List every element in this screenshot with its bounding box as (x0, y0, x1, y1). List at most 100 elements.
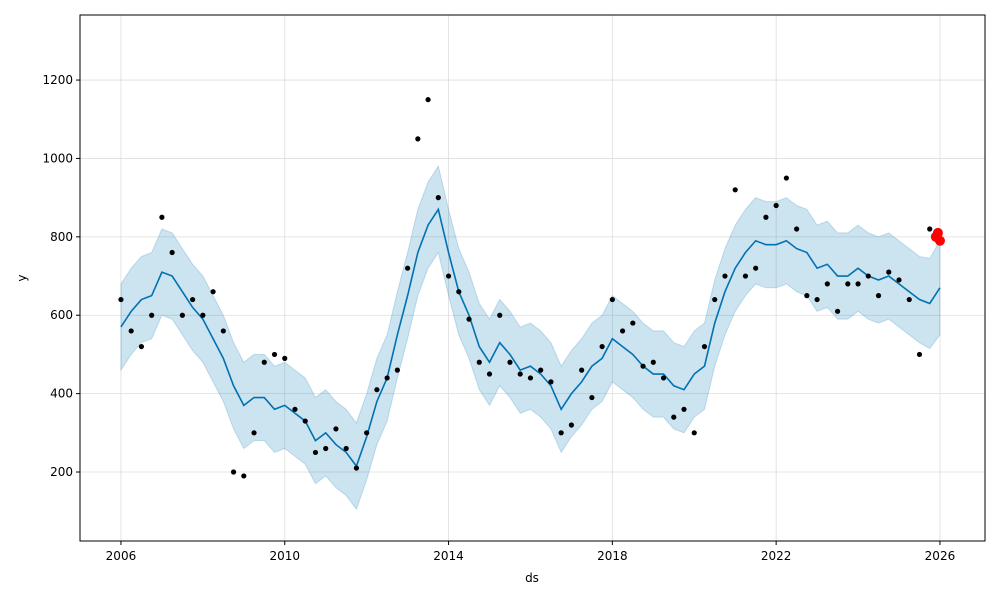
data-point (425, 97, 431, 103)
data-point (435, 195, 441, 201)
x-axis-label: ds (525, 571, 539, 585)
data-point (753, 265, 759, 271)
data-point (548, 379, 554, 385)
data-point (660, 375, 667, 381)
data-point (932, 227, 943, 238)
data-point (630, 320, 636, 326)
data-point (609, 296, 615, 303)
data-point (292, 406, 298, 412)
data-point (701, 343, 708, 350)
data-point (712, 296, 718, 303)
data-point (128, 328, 134, 334)
y-axis-label: y (15, 274, 29, 281)
y-tick-label: 1200 (42, 73, 73, 87)
data-point (374, 387, 380, 393)
data-point (179, 312, 185, 318)
data-point (220, 328, 226, 334)
data-point (230, 469, 237, 475)
data-point (875, 293, 882, 299)
data-point (507, 359, 513, 365)
data-point (343, 445, 349, 452)
data-point (169, 249, 175, 256)
data-point (886, 269, 892, 275)
data-point (517, 371, 523, 377)
data-point (671, 414, 677, 420)
data-point (323, 445, 329, 452)
data-point (599, 343, 605, 350)
forecast-line (120, 207, 941, 468)
data-point (149, 312, 155, 318)
data-point (927, 226, 933, 232)
data-point (118, 296, 124, 303)
data-point (364, 430, 370, 436)
data-point (865, 273, 871, 279)
data-point (568, 422, 575, 428)
y-tick-label: 600 (50, 308, 73, 322)
data-point (190, 296, 196, 303)
x-tick-label: 2014 (433, 549, 464, 563)
data-point (405, 265, 411, 271)
data-point (589, 394, 595, 401)
data-point (763, 214, 769, 220)
data-point (302, 418, 308, 424)
data-point (814, 296, 820, 303)
x-tick-label: 2010 (269, 549, 300, 563)
data-point (906, 296, 912, 303)
data-point (691, 430, 697, 436)
plot-frame (79, 14, 986, 542)
y-tick-label: 1000 (42, 151, 73, 165)
data-point (445, 273, 452, 279)
data-point (834, 308, 841, 314)
y-tick-label: 400 (50, 387, 73, 401)
data-point (783, 175, 789, 181)
x-tick-label: 2006 (106, 549, 137, 563)
data-point (916, 351, 923, 358)
data-point (394, 367, 400, 373)
data-point (282, 355, 288, 361)
data-point (210, 289, 216, 295)
x-tick-label: 2018 (597, 549, 628, 563)
y-tick-label: 800 (50, 230, 73, 244)
data-point (650, 359, 656, 365)
data-point (200, 312, 206, 318)
y-tick-label: 200 (50, 465, 73, 479)
data-point (261, 359, 267, 365)
data-point (896, 277, 902, 283)
data-point (619, 328, 626, 334)
data-point (415, 136, 421, 142)
data-point (271, 351, 278, 358)
data-point (159, 214, 165, 220)
uncertainty-band (120, 165, 941, 511)
data-point (742, 273, 749, 279)
data-point (732, 187, 738, 193)
data-point (824, 281, 830, 287)
data-point (681, 406, 687, 412)
data-point (333, 426, 339, 432)
x-tick-label: 2022 (761, 549, 792, 563)
data-point (476, 359, 482, 365)
data-point (312, 449, 319, 456)
x-tick-label: 2026 (925, 549, 956, 563)
data-point (722, 273, 728, 279)
data-point (497, 312, 503, 318)
data-point (241, 473, 247, 479)
data-point (353, 465, 360, 471)
data-point (773, 202, 779, 209)
data-point (138, 343, 145, 350)
data-point (640, 363, 646, 369)
data-point (538, 367, 544, 373)
data-point (251, 430, 257, 436)
data-point (456, 289, 462, 295)
data-point (527, 375, 534, 381)
data-point (558, 430, 564, 436)
data-point (934, 235, 945, 246)
data-point (579, 367, 585, 373)
data-point (466, 316, 472, 322)
data-point (486, 371, 493, 377)
data-point (804, 293, 810, 299)
data-point (855, 281, 861, 287)
data-point (845, 281, 851, 287)
data-point (384, 375, 390, 381)
